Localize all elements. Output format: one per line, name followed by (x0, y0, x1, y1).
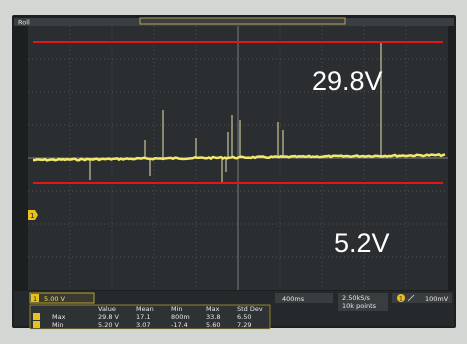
measurement-value: 3.07 (136, 321, 150, 329)
measurement-value: 5.60 (206, 321, 220, 329)
column-header: Max (206, 305, 220, 313)
trigger-source: 1 (399, 296, 403, 303)
oscilloscope-photo: Roll 29.8V 5.2V 1 1 5.00 V 400ms 2.50kS/… (0, 0, 467, 344)
column-header: Min (171, 305, 183, 313)
column-header: Std Dev (237, 305, 263, 313)
channel-number: 1 (33, 295, 37, 303)
page: {"header": {"mode": "Roll"}, "annotation… (0, 0, 467, 344)
sample-rate: 2.50kS/s (342, 294, 371, 302)
measurement-value: 29.8 V (98, 313, 120, 321)
measurement-value: 800m (171, 313, 190, 321)
measurement-value: 17.1 (136, 313, 150, 321)
trigger-level: 100mV (425, 295, 449, 303)
column-header: Value (98, 305, 116, 313)
row-label: Min (52, 321, 64, 329)
row-badge (33, 321, 40, 328)
vertical-scale: 5.00 V (44, 295, 66, 303)
measurement-value: 33.8 (206, 313, 220, 321)
record-length: 10k points (342, 302, 377, 310)
measurement-value: 6.50 (237, 313, 251, 321)
upper-annotation: 29.8V (312, 66, 383, 96)
top-bar (14, 18, 454, 26)
measurement-value: -17.4 (171, 321, 188, 329)
time-scale: 400ms (282, 295, 305, 303)
mode-label: Roll (18, 19, 30, 27)
measurement-value: 5.20 V (98, 321, 120, 329)
row-badge (33, 313, 40, 320)
ground-marker-label: 1 (30, 212, 34, 220)
measurement-value: 7.29 (237, 321, 251, 329)
lower-annotation: 5.2V (334, 228, 390, 258)
column-header: Mean (136, 305, 154, 313)
row-label: Max (52, 313, 66, 321)
